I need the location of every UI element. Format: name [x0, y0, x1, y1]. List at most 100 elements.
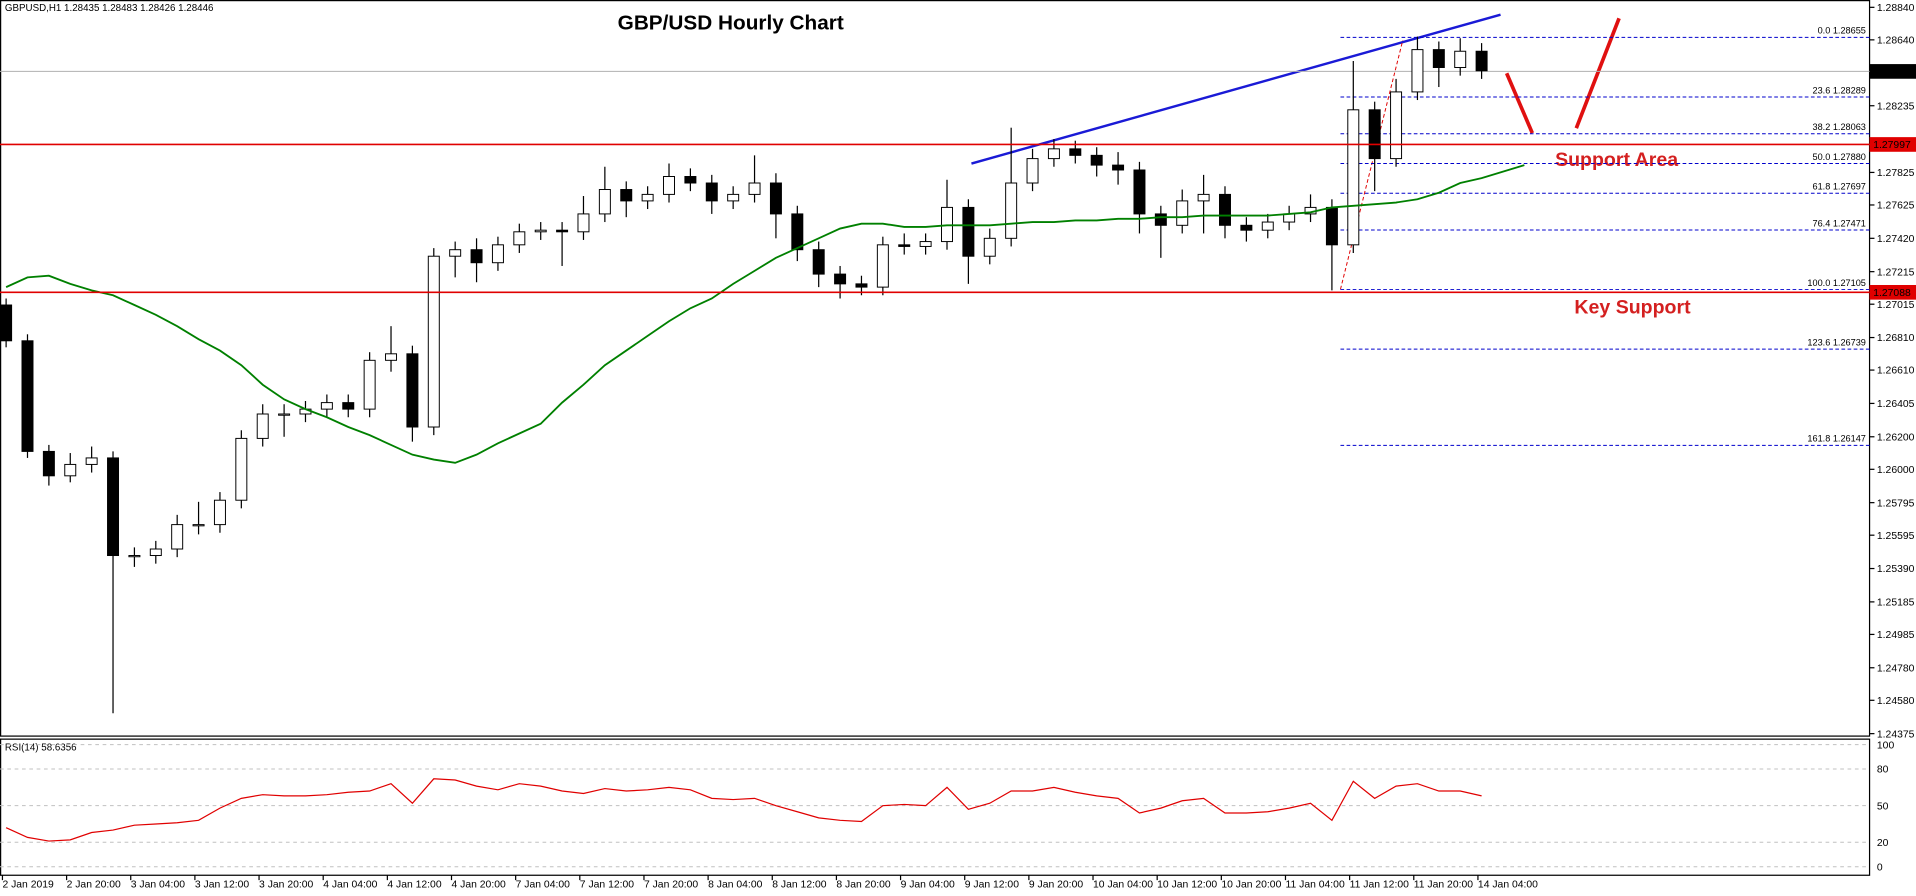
- candle-body: [1240, 224, 1253, 231]
- fib-label: 161.8 1.26147: [1807, 434, 1865, 444]
- x-tick-label: 2 Jan 2019: [2, 879, 54, 890]
- candle-body: [1197, 193, 1210, 202]
- arrow-down: [1504, 72, 1534, 134]
- y-tick-label: 1.24985: [1877, 630, 1915, 641]
- y-tick-label: 100: [1877, 740, 1895, 751]
- fib-anchor: [1339, 40, 1404, 290]
- candle-body: [1261, 221, 1274, 231]
- candle-body: [620, 189, 633, 202]
- fib-label: 61.8 1.27697: [1812, 182, 1865, 192]
- y-tick-label: 1.27420: [1877, 234, 1915, 245]
- y-tick-label: 1.25595: [1877, 531, 1915, 542]
- y-tick-label: 1.26405: [1877, 399, 1915, 410]
- y-tick-label: 1.26810: [1877, 333, 1915, 344]
- x-tick-label: 11 Jan 20:00: [1414, 879, 1473, 890]
- candle-body: [727, 193, 740, 202]
- y-tick-label: 1.27215: [1877, 267, 1915, 278]
- candle-body: [1454, 50, 1467, 69]
- fib-label: 100.0 1.27105: [1807, 278, 1865, 288]
- candle-body: [1047, 148, 1060, 160]
- candle-body: [834, 273, 847, 285]
- x-tick-label: 10 Jan 12:00: [1157, 879, 1217, 890]
- rsi-panel: [0, 738, 1871, 876]
- y-tick-label: 0: [1877, 862, 1883, 873]
- x-tick-label: 3 Jan 20:00: [259, 879, 313, 890]
- y-tick-label: 1.26000: [1877, 465, 1915, 476]
- annotation: Key Support: [1574, 297, 1691, 319]
- candle-body: [128, 555, 141, 558]
- x-tick-label: 4 Jan 20:00: [452, 879, 506, 890]
- x-tick-label: 11 Jan 04:00: [1285, 879, 1344, 890]
- candle-body: [534, 229, 547, 233]
- candle-body: [513, 231, 526, 246]
- candle-body: [256, 413, 269, 439]
- level-label: 1.27997: [1873, 140, 1911, 151]
- fib-label: 123.6 1.26739: [1807, 337, 1865, 347]
- candle-body: [342, 402, 355, 410]
- y-tick-label: 1.27015: [1877, 300, 1915, 311]
- moving-average: [5, 164, 1525, 464]
- x-tick-label: 7 Jan 04:00: [516, 879, 570, 890]
- x-tick-label: 7 Jan 20:00: [644, 879, 698, 890]
- candle-body: [705, 182, 718, 202]
- candle-body: [171, 524, 184, 550]
- y-tick-label: 1.24580: [1877, 696, 1915, 707]
- candle-body: [876, 244, 889, 288]
- x-tick-label: 3 Jan 04:00: [131, 879, 185, 890]
- annotation: Support Area: [1555, 149, 1678, 171]
- candle-body: [748, 182, 761, 195]
- level-box: [1869, 137, 1916, 152]
- y-tick-label: 1.27825: [1877, 168, 1915, 179]
- fib-label: 23.6 1.28289: [1812, 85, 1865, 95]
- candle-body: [1347, 109, 1360, 246]
- candle-body: [684, 176, 697, 184]
- level-label: 1.27088: [1873, 288, 1911, 299]
- candle-body: [598, 189, 611, 215]
- y-tick-label: 50: [1877, 801, 1889, 812]
- x-tick-label: 11 Jan 12:00: [1350, 879, 1409, 890]
- candle-body: [1133, 169, 1146, 215]
- candle-body: [919, 241, 932, 247]
- x-tick-label: 9 Jan 20:00: [1029, 879, 1083, 890]
- rsi-title: RSI(14) 58.6356: [5, 743, 77, 754]
- level-box: [1869, 284, 1916, 300]
- candle-body: [769, 182, 782, 215]
- candle-body: [449, 249, 462, 257]
- candle-body: [320, 402, 333, 410]
- candle-body: [213, 499, 226, 526]
- candle-body: [791, 213, 804, 251]
- y-tick-label: 1.25795: [1877, 498, 1915, 509]
- candle-body: [491, 244, 504, 264]
- candle-body: [385, 353, 398, 361]
- x-tick-label: 10 Jan 20:00: [1221, 879, 1281, 890]
- trend-line: [971, 13, 1501, 165]
- candle-body: [1368, 109, 1381, 160]
- candle-body: [812, 249, 825, 275]
- candle-body: [1176, 200, 1189, 226]
- candle-body: [1411, 49, 1424, 93]
- candle-body: [107, 457, 120, 557]
- candle-body: [1005, 182, 1018, 239]
- candle-body: [0, 304, 13, 342]
- y-tick-label: 1.25390: [1877, 564, 1915, 575]
- current-price-box: [1869, 64, 1916, 79]
- y-tick-label: 1.28640: [1877, 36, 1915, 47]
- x-tick-label: 8 Jan 12:00: [772, 879, 826, 890]
- y-tick-label: 1.24375: [1877, 729, 1915, 740]
- candle-body: [641, 193, 654, 202]
- fib-label: 38.2 1.28063: [1812, 122, 1865, 132]
- candle-body: [427, 255, 440, 428]
- candle-body: [556, 229, 569, 233]
- x-tick-label: 4 Jan 04:00: [323, 879, 377, 890]
- candle-body: [64, 463, 77, 477]
- candle-body: [663, 176, 675, 195]
- x-tick-label: 8 Jan 20:00: [836, 879, 890, 890]
- candle-body: [1283, 213, 1296, 223]
- candle-body: [192, 524, 205, 527]
- x-tick-label: 4 Jan 12:00: [387, 879, 441, 890]
- y-tick-label: 1.26610: [1877, 366, 1915, 377]
- y-tick-label: 1.28235: [1877, 101, 1915, 112]
- candle-body: [1219, 193, 1231, 226]
- y-tick-label: 1.27625: [1877, 201, 1915, 212]
